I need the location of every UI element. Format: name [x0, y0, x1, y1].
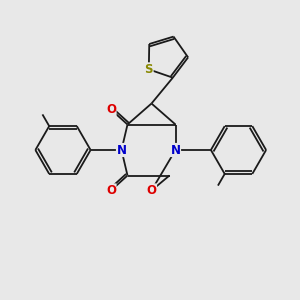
Text: O: O	[146, 184, 157, 197]
Text: N: N	[170, 143, 181, 157]
Text: O: O	[106, 103, 116, 116]
Text: N: N	[116, 143, 127, 157]
Text: O: O	[106, 184, 116, 197]
Text: S: S	[145, 63, 153, 76]
